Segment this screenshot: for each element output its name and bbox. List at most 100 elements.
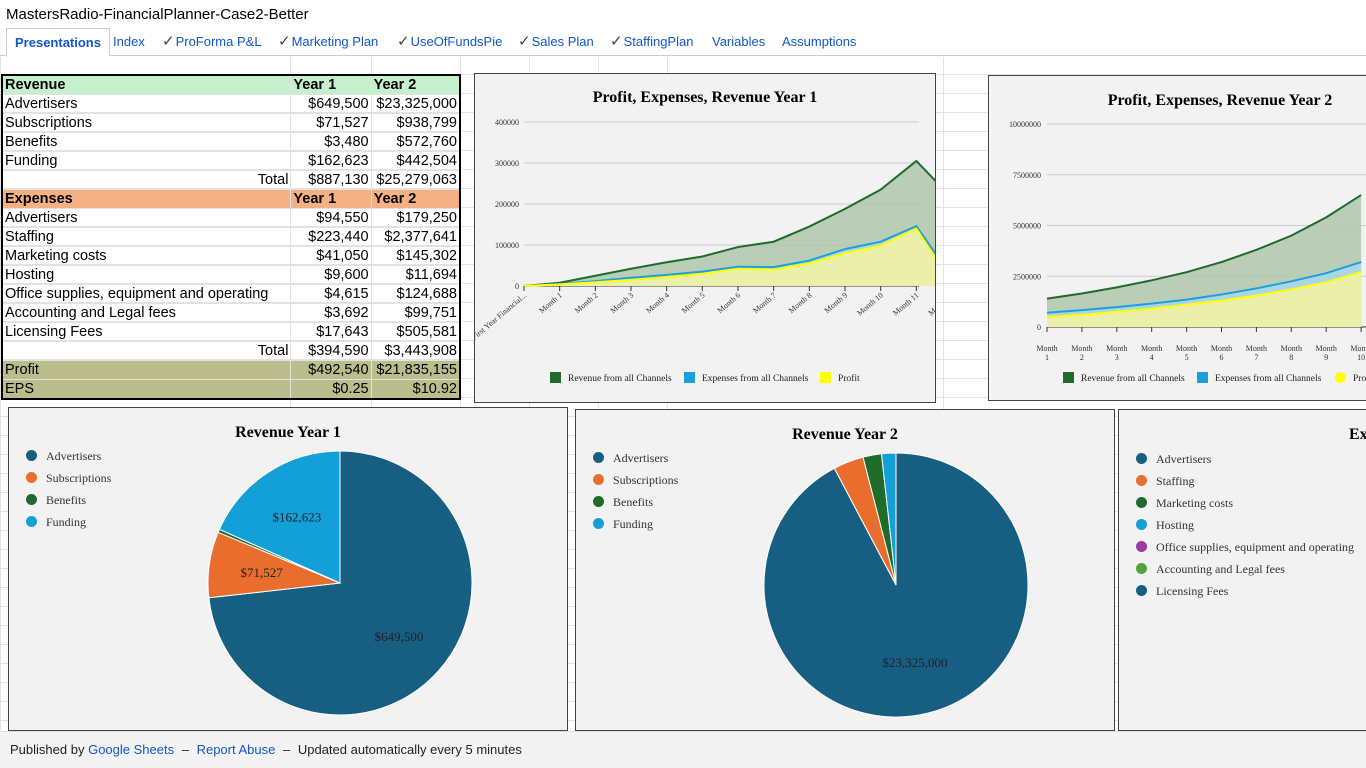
- revenue-header[interactable]: Revenue: [2, 75, 292, 95]
- tab-label: ProForma P&L: [175, 34, 262, 49]
- tab-index[interactable]: Index: [113, 28, 145, 56]
- tab-variables[interactable]: Variables: [712, 28, 765, 56]
- legend-item[interactable]: Advertisers: [1136, 452, 1211, 467]
- expense-row-label[interactable]: Advertisers: [2, 208, 292, 228]
- profit-y1[interactable]: $492,540: [290, 360, 372, 380]
- legend-swatch: [820, 372, 831, 383]
- revenue-total-y2[interactable]: $25,279,063: [371, 170, 461, 190]
- area-chart-year1[interactable]: Profit, Expenses, Revenue Year 1 0 100000…: [474, 73, 936, 403]
- profit-label[interactable]: Profit: [2, 360, 292, 380]
- report-abuse-link[interactable]: Report Abuse: [196, 742, 276, 757]
- revenue-row-y1[interactable]: $649,500: [290, 94, 372, 114]
- x-tick-label: Month 9: [1316, 344, 1337, 362]
- legend-item[interactable]: Expenses from all Channels: [684, 372, 808, 384]
- revenue-total-y1[interactable]: $887,130: [290, 170, 372, 190]
- expense-row-y2[interactable]: $505,581: [371, 322, 461, 342]
- legend-item[interactable]: Profit: [1335, 372, 1366, 384]
- legend-item[interactable]: Profit: [820, 372, 860, 384]
- legend-item[interactable]: Expenses from all Channels: [1197, 372, 1321, 384]
- eps-label[interactable]: EPS: [2, 379, 292, 400]
- legend-item[interactable]: Revenue from all Channels: [550, 372, 672, 384]
- y-tick-label: 400000: [495, 118, 519, 127]
- expense-row-label[interactable]: Hosting: [2, 265, 292, 285]
- revenue-row-y2[interactable]: $442,504: [371, 151, 461, 171]
- revenue-row-label[interactable]: Benefits: [2, 132, 292, 152]
- updated-text: Updated automatically every 5 minutes: [297, 742, 522, 757]
- legend-item[interactable]: Funding: [26, 515, 86, 530]
- tab-assumptions[interactable]: Assumptions: [782, 28, 856, 56]
- area-chart-year2[interactable]: Profit, Expenses, Revenue Year 2 0 250000…: [988, 75, 1366, 401]
- expenses-total-y1[interactable]: $394,590: [290, 341, 372, 361]
- expenses-total-y2[interactable]: $3,443,908: [371, 341, 461, 361]
- expense-row-y1[interactable]: $41,050: [290, 246, 372, 266]
- pie-chart-expenses-year1[interactable]: Ex Advertisers Staffing Marketing costs Hos…: [1118, 409, 1366, 731]
- revenue-row-y2[interactable]: $23,325,000: [371, 94, 461, 114]
- tab-presentations[interactable]: Presentations: [6, 28, 110, 57]
- revenue-row-y1[interactable]: $3,480: [290, 132, 372, 152]
- expense-row-y1[interactable]: $94,550: [290, 208, 372, 228]
- tab-sales-plan[interactable]: ✓Sales Plan: [518, 28, 594, 56]
- legend-item[interactable]: Advertisers: [593, 451, 668, 466]
- expense-row-y2[interactable]: $99,751: [371, 303, 461, 323]
- revenue-total-label[interactable]: Total: [2, 170, 292, 190]
- legend-item[interactable]: Revenue from all Channels: [1063, 372, 1185, 384]
- revenue-row-label[interactable]: Funding: [2, 151, 292, 171]
- legend-item[interactable]: Hosting: [1136, 518, 1194, 533]
- expense-row-label[interactable]: Accounting and Legal fees: [2, 303, 292, 323]
- eps-y2[interactable]: $10.92: [371, 379, 461, 400]
- revenue-row-y1[interactable]: $71,527: [290, 113, 372, 133]
- google-sheets-link[interactable]: Google Sheets: [88, 742, 175, 757]
- revenue-row-label[interactable]: Advertisers: [2, 94, 292, 114]
- expenses-total-label[interactable]: Total: [2, 341, 292, 361]
- revenue-row-label[interactable]: Subscriptions: [2, 113, 292, 133]
- eps-y1[interactable]: $0.25: [290, 379, 372, 400]
- expense-row-y1[interactable]: $223,440: [290, 227, 372, 247]
- tab-staffingplan[interactable]: ✓StaffingPlan: [610, 28, 693, 56]
- expense-row: Office supplies, equipment and operating…: [2, 284, 461, 304]
- expense-row-label[interactable]: Office supplies, equipment and operating: [2, 284, 292, 304]
- tab-proforma-p-l[interactable]: ✓ProForma P&L: [162, 28, 262, 56]
- expense-row-y1[interactable]: $17,643: [290, 322, 372, 342]
- revenue-row: Advertisers $649,500 $23,325,000: [2, 94, 461, 114]
- revenue-row-y1[interactable]: $162,623: [290, 151, 372, 171]
- revenue-row-y2[interactable]: $572,760: [371, 132, 461, 152]
- legend-item[interactable]: Marketing costs: [1136, 496, 1233, 511]
- legend-item[interactable]: Benefits: [593, 495, 653, 510]
- legend-dot: [26, 450, 37, 461]
- legend-item[interactable]: Benefits: [26, 493, 86, 508]
- year1-header[interactable]: Year 1: [290, 75, 372, 95]
- legend-item[interactable]: Funding: [593, 517, 653, 532]
- legend-item[interactable]: Staffing: [1136, 474, 1194, 489]
- tab-useoffundspie[interactable]: ✓UseOfFundsPie: [397, 28, 502, 56]
- expense-row-label[interactable]: Staffing: [2, 227, 292, 247]
- checkmark-icon: ✓: [610, 33, 623, 50]
- expense-row-y2[interactable]: $11,694: [371, 265, 461, 285]
- expense-row-y2[interactable]: $2,377,641: [371, 227, 461, 247]
- expense-row-label[interactable]: Licensing Fees: [2, 322, 292, 342]
- expense-row-label[interactable]: Marketing costs: [2, 246, 292, 266]
- expense-row-y1[interactable]: $9,600: [290, 265, 372, 285]
- year2-header[interactable]: Year 2: [371, 189, 461, 209]
- expense-row-y1[interactable]: $3,692: [290, 303, 372, 323]
- legend-item[interactable]: Accounting and Legal fees: [1136, 562, 1285, 577]
- pie-chart-revenue-year2[interactable]: Revenue Year 2 Advertisers Subscriptions B…: [575, 409, 1115, 731]
- expenses-header[interactable]: Expenses: [2, 189, 292, 209]
- profit-y2[interactable]: $21,835,155: [371, 360, 461, 380]
- legend-item[interactable]: Subscriptions: [26, 471, 111, 486]
- expense-row-y2[interactable]: $124,688: [371, 284, 461, 304]
- legend-item[interactable]: Subscriptions: [593, 473, 678, 488]
- expense-row-y2[interactable]: $145,302: [371, 246, 461, 266]
- expense-row-y1[interactable]: $4,615: [290, 284, 372, 304]
- expense-row-y2[interactable]: $179,250: [371, 208, 461, 228]
- legend-item[interactable]: Licensing Fees: [1136, 584, 1228, 599]
- year2-header[interactable]: Year 2: [371, 75, 461, 95]
- legend-item[interactable]: Office supplies, equipment and operating: [1136, 540, 1354, 555]
- x-tick-label: Month 5: [1176, 344, 1197, 362]
- legend-item[interactable]: Advertisers: [26, 449, 101, 464]
- year1-header[interactable]: Year 1: [290, 189, 372, 209]
- legend-dot: [593, 518, 604, 529]
- pie-chart-revenue-year1[interactable]: Revenue Year 1 Advertisers Subscriptions B…: [8, 407, 568, 731]
- tab-label: StaffingPlan: [623, 34, 694, 49]
- revenue-row-y2[interactable]: $938,799: [371, 113, 461, 133]
- tab-marketing-plan[interactable]: ✓Marketing Plan: [278, 28, 378, 56]
